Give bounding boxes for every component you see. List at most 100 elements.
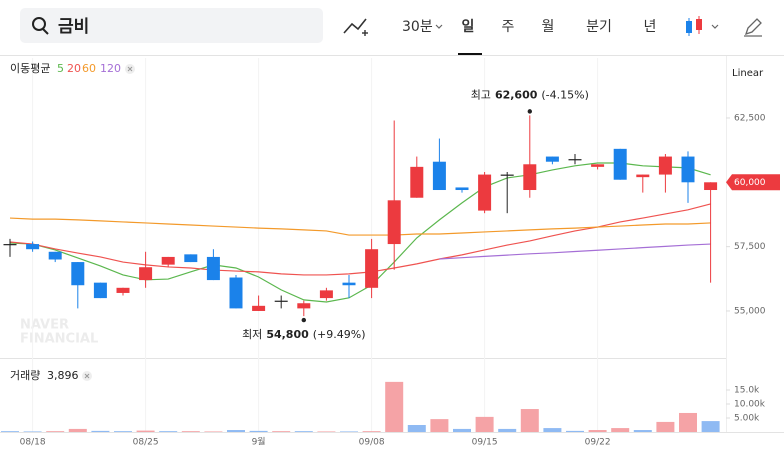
remove-icon [127,66,133,72]
candle-body [613,148,627,180]
period-tab[interactable]: 분기 [586,19,612,35]
volume-bar [46,431,65,432]
volume-bar [701,421,720,432]
volume-legend: 거래량 [10,369,40,382]
volume-bar [498,428,517,432]
candle-body [71,262,85,286]
candle-body [545,156,559,162]
extreme-dot [527,109,532,114]
volume-bar [249,430,268,432]
candle-body [319,290,333,299]
candle-body [523,164,537,191]
interval[interactable]: 30분 [402,19,433,35]
candle-body [48,251,62,260]
volume-bar [1,431,19,432]
candle-body [591,164,605,167]
volume-bar [317,431,336,432]
x-tick-label: 09/22 [585,438,611,448]
candle-body [297,303,311,309]
candle-body [704,182,718,191]
draw-icon[interactable] [744,18,762,37]
candle-body [387,200,401,245]
last-price-tag [726,174,780,191]
extreme-note-part: (+9.49%) [313,328,366,341]
ma-legend-entry: 5 [57,62,64,75]
ma-legend-entry: 20 [67,62,81,75]
period-tab[interactable]: 주 [502,19,515,35]
remove-icon [84,373,90,379]
candle-body [681,156,695,183]
period-tab[interactable]: 월 [542,19,555,35]
period-tab[interactable]: 년 [644,19,657,35]
watermark: NAVER [20,318,69,333]
extreme-note-part: (-4.15%) [541,88,589,101]
candle-body [161,256,175,265]
volume-last: 3,896 [47,369,79,382]
last-price-label: 60,000 [734,178,766,188]
extreme-dot [301,317,306,323]
ma-line [9,162,711,303]
y-tick-label: 55,000 [734,306,766,316]
indicator-icon[interactable] [343,18,367,34]
ma-line [9,203,711,276]
chevron [435,24,443,29]
x-tick-label: 9월 [252,436,266,448]
ma-line [9,217,711,236]
volume-bar [407,425,426,432]
candle-icon [686,21,692,33]
extreme-note-part: 62,600 [495,88,538,101]
extreme-note-part: 최저 [242,328,262,341]
candle-body [139,267,153,281]
candle-icon [696,19,702,30]
candle-body [206,256,220,281]
ma-legend-entry: 120 [100,62,121,75]
volume-bar [430,419,449,432]
volume-bar [475,416,494,432]
volume-bar [136,430,155,432]
x-tick-label: 09/15 [472,438,498,448]
volume-bar [68,428,87,432]
x-tick-label: 09/08 [359,438,385,448]
period-tab[interactable]: 일 [462,19,475,35]
search-box[interactable] [20,8,323,43]
volume-bar [385,381,404,432]
candle-body [184,254,198,263]
candle-body [252,305,266,311]
candle-body [658,156,672,175]
candle-body [500,174,514,176]
candle-body [478,174,492,211]
volume-bar [204,431,223,432]
x-tick-label: 08/18 [20,438,46,448]
volume-bar [272,431,291,432]
volume-bar [566,430,584,432]
volume-bar [543,428,562,432]
volume-bar [340,431,358,432]
volume-bar [656,421,675,432]
extreme-note-part: 54,800 [266,328,309,341]
y-tick-label: 57,500 [734,242,766,252]
volume-bar [679,412,697,432]
candle-body [568,159,582,161]
volume-bar [23,431,42,432]
search-icon [42,28,49,35]
volume-bar [611,428,630,432]
y-tick-label: 62,500 [734,113,766,123]
candle-body [93,282,107,299]
extreme-note: 최고 62,600 (-4.15%) [471,88,589,101]
volume-bar [159,431,178,432]
candle-body [455,187,469,191]
candle-body [26,244,40,250]
ma-legend: 이동평균 [10,62,50,75]
x-tick-label: 08/25 [133,438,159,448]
volume-tick-label: 15.0k [734,386,760,396]
volume-bar [227,430,245,432]
volume-bar [633,430,652,432]
candle-body [342,282,356,286]
search-icon [32,17,46,31]
volume-bar [181,431,200,432]
volume-bar [453,428,471,432]
ma-legend-entry: 60 [82,62,96,75]
candle-body [3,244,17,246]
candle-body [274,300,288,302]
